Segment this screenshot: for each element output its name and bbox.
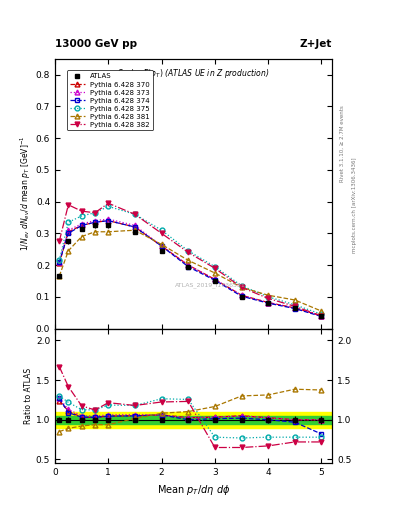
Line: Pythia 6.428 382: Pythia 6.428 382 xyxy=(57,201,324,318)
Pythia 6.428 381 xyxy=(239,284,244,290)
Pythia 6.428 381 xyxy=(106,229,111,235)
X-axis label: Mean $p_T/d\eta\ d\phi$: Mean $p_T/d\eta\ d\phi$ xyxy=(157,483,230,497)
Pythia 6.428 375 xyxy=(93,210,97,216)
Pythia 6.428 374 xyxy=(106,218,111,224)
Pythia 6.428 374 xyxy=(79,222,84,228)
Pythia 6.428 382 xyxy=(159,230,164,237)
Pythia 6.428 370 xyxy=(106,218,111,224)
Pythia 6.428 381 xyxy=(213,270,217,276)
Pythia 6.428 382 xyxy=(57,238,62,244)
Text: mcplots.cern.ch [arXiv:1306.3436]: mcplots.cern.ch [arXiv:1306.3436] xyxy=(352,157,357,252)
Pythia 6.428 382 xyxy=(266,295,270,302)
Pythia 6.428 382 xyxy=(239,284,244,290)
Pythia 6.428 381 xyxy=(57,273,62,279)
Pythia 6.428 373 xyxy=(266,300,270,306)
Pythia 6.428 381 xyxy=(266,292,270,298)
Pythia 6.428 373 xyxy=(66,227,71,233)
Pythia 6.428 374 xyxy=(159,243,164,249)
Pythia 6.428 374 xyxy=(266,300,270,306)
Pythia 6.428 373 xyxy=(106,216,111,222)
Pythia 6.428 382 xyxy=(186,249,191,255)
Pythia 6.428 375 xyxy=(66,219,71,225)
Bar xyxy=(55,412,332,428)
Pythia 6.428 370 xyxy=(319,313,324,319)
Pythia 6.428 370 xyxy=(132,224,137,230)
Pythia 6.428 381 xyxy=(159,241,164,247)
Pythia 6.428 374 xyxy=(93,219,97,225)
Pythia 6.428 375 xyxy=(292,302,297,308)
Pythia 6.428 382 xyxy=(132,211,137,218)
Pythia 6.428 375 xyxy=(186,248,191,254)
Pythia 6.428 381 xyxy=(186,257,191,263)
Pythia 6.428 370 xyxy=(57,261,62,267)
Pythia 6.428 370 xyxy=(186,262,191,268)
Pythia 6.428 381 xyxy=(66,248,71,254)
Pythia 6.428 370 xyxy=(292,305,297,311)
Pythia 6.428 374 xyxy=(132,224,137,230)
Line: Pythia 6.428 375: Pythia 6.428 375 xyxy=(57,204,324,317)
Line: Pythia 6.428 381: Pythia 6.428 381 xyxy=(57,228,324,313)
Pythia 6.428 374 xyxy=(239,293,244,299)
Pythia 6.428 373 xyxy=(213,276,217,283)
Pythia 6.428 381 xyxy=(132,227,137,233)
Y-axis label: Ratio to ATLAS: Ratio to ATLAS xyxy=(24,368,33,424)
Pythia 6.428 375 xyxy=(266,294,270,300)
Pythia 6.428 374 xyxy=(213,277,217,283)
Pythia 6.428 373 xyxy=(93,218,97,224)
Pythia 6.428 370 xyxy=(79,222,84,228)
Pythia 6.428 382 xyxy=(292,303,297,309)
Pythia 6.428 370 xyxy=(159,243,164,249)
Line: Pythia 6.428 374: Pythia 6.428 374 xyxy=(57,218,324,319)
Pythia 6.428 373 xyxy=(57,259,62,265)
Pythia 6.428 382 xyxy=(93,210,97,216)
Pythia 6.428 375 xyxy=(159,227,164,233)
Text: Z+Jet: Z+Jet xyxy=(300,38,332,49)
Pythia 6.428 375 xyxy=(106,203,111,209)
Pythia 6.428 370 xyxy=(66,229,71,235)
Pythia 6.428 373 xyxy=(186,262,191,268)
Pythia 6.428 381 xyxy=(319,308,324,314)
Pythia 6.428 375 xyxy=(319,311,324,317)
Pythia 6.428 370 xyxy=(213,276,217,283)
Legend: ATLAS, Pythia 6.428 370, Pythia 6.428 373, Pythia 6.428 374, Pythia 6.428 375, P: ATLAS, Pythia 6.428 370, Pythia 6.428 37… xyxy=(67,71,153,131)
Text: Scalar $\Sigma(p_T)$ (ATLAS UE in Z production): Scalar $\Sigma(p_T)$ (ATLAS UE in Z prod… xyxy=(118,67,270,80)
Pythia 6.428 373 xyxy=(132,222,137,228)
Pythia 6.428 381 xyxy=(292,297,297,303)
Pythia 6.428 374 xyxy=(292,306,297,312)
Pythia 6.428 382 xyxy=(66,202,71,208)
Pythia 6.428 373 xyxy=(159,243,164,249)
Pythia 6.428 375 xyxy=(132,211,137,218)
Text: 13000 GeV pp: 13000 GeV pp xyxy=(55,38,137,49)
Pythia 6.428 373 xyxy=(292,305,297,311)
Pythia 6.428 382 xyxy=(213,265,217,271)
Y-axis label: $1/N_{ev}\ dN_{ev}/d\ \mathrm{mean}\ p_T\ [\mathrm{GeV}]^{-1}$: $1/N_{ev}\ dN_{ev}/d\ \mathrm{mean}\ p_T… xyxy=(18,136,33,251)
Pythia 6.428 382 xyxy=(79,208,84,214)
Bar xyxy=(55,416,332,424)
Pythia 6.428 374 xyxy=(186,264,191,270)
Pythia 6.428 374 xyxy=(57,259,62,265)
Pythia 6.428 370 xyxy=(93,219,97,225)
Pythia 6.428 374 xyxy=(66,230,71,237)
Pythia 6.428 382 xyxy=(106,200,111,206)
Pythia 6.428 381 xyxy=(79,233,84,240)
Pythia 6.428 381 xyxy=(93,229,97,235)
Pythia 6.428 375 xyxy=(57,257,62,263)
Pythia 6.428 373 xyxy=(319,313,324,319)
Pythia 6.428 373 xyxy=(79,221,84,227)
Pythia 6.428 374 xyxy=(319,313,324,319)
Pythia 6.428 373 xyxy=(239,292,244,298)
Pythia 6.428 375 xyxy=(213,264,217,270)
Text: ATLAS_2019_I1736531: ATLAS_2019_I1736531 xyxy=(175,283,246,288)
Pythia 6.428 370 xyxy=(239,292,244,298)
Line: Pythia 6.428 370: Pythia 6.428 370 xyxy=(57,218,324,318)
Pythia 6.428 370 xyxy=(266,300,270,306)
Text: Rivet 3.1.10, ≥ 2.7M events: Rivet 3.1.10, ≥ 2.7M events xyxy=(340,105,345,182)
Pythia 6.428 382 xyxy=(319,313,324,319)
Line: Pythia 6.428 373: Pythia 6.428 373 xyxy=(57,217,324,318)
Pythia 6.428 375 xyxy=(239,283,244,289)
Pythia 6.428 375 xyxy=(79,213,84,219)
